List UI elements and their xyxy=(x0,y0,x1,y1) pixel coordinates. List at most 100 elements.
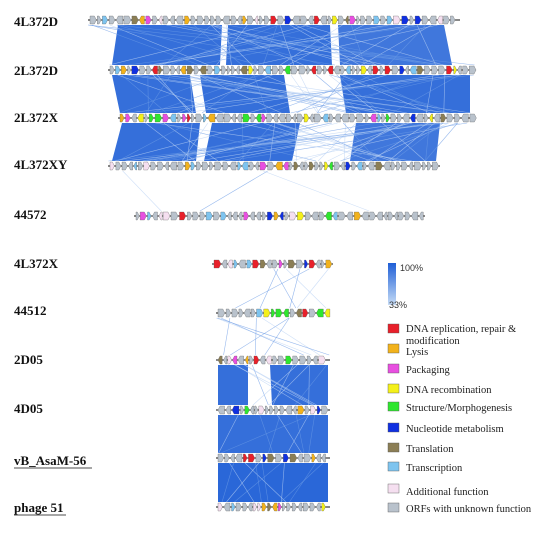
synteny-link xyxy=(259,268,279,309)
synteny-link xyxy=(234,462,282,503)
synteny-link xyxy=(220,122,413,162)
gene-arrow xyxy=(311,453,316,463)
gene-arrow xyxy=(244,405,250,415)
genome-label-2L372D: 2L372D xyxy=(14,63,58,78)
gene-arrow xyxy=(297,502,303,512)
gene-arrow xyxy=(292,113,297,123)
gene-arrow xyxy=(315,259,321,269)
gene-arrow xyxy=(390,113,397,123)
genome-track-4L372X xyxy=(212,259,333,269)
gene-arrow xyxy=(133,161,137,171)
gene-arrow xyxy=(324,161,329,171)
gene-arrow xyxy=(391,65,399,75)
gene-arrow xyxy=(364,113,370,123)
gene-arrow xyxy=(300,15,308,25)
gene-arrow xyxy=(267,453,275,463)
synteny-link xyxy=(125,122,443,162)
gene-arrow xyxy=(213,259,222,269)
gene-arrow xyxy=(346,211,353,221)
gene-arrow xyxy=(258,65,265,75)
gene-arrow xyxy=(379,65,384,75)
gene-arrow xyxy=(232,355,238,365)
gene-arrow xyxy=(257,502,261,512)
gene-arrow xyxy=(317,405,321,415)
gene-arrow xyxy=(225,405,231,415)
gene-arrow xyxy=(169,15,175,25)
gene-arrow xyxy=(217,308,225,318)
synteny-link xyxy=(295,24,377,66)
synteny-link xyxy=(387,24,426,66)
synteny-link xyxy=(255,462,262,503)
gene-arrow xyxy=(375,161,383,171)
gene-arrow xyxy=(296,259,304,269)
gene-arrow xyxy=(397,113,402,123)
gene-arrow xyxy=(131,65,139,75)
gene-arrow xyxy=(356,113,364,123)
gene-arrow xyxy=(309,113,314,123)
synteny-link xyxy=(244,462,287,503)
gene-arrow xyxy=(247,15,254,25)
gene-arrow xyxy=(175,15,184,25)
gene-arrow xyxy=(409,65,417,75)
gene-arrow xyxy=(381,113,386,123)
gene-arrow xyxy=(248,65,254,75)
synteny-link xyxy=(343,122,346,162)
gene-arrow xyxy=(240,65,248,75)
gene-arrow xyxy=(424,65,431,75)
genome-track-4D05 xyxy=(216,405,330,415)
gene-arrow xyxy=(278,113,286,123)
gene-arrow xyxy=(297,405,305,415)
gene-arrow xyxy=(373,15,380,25)
gene-arrow xyxy=(232,211,238,221)
gene-arrow xyxy=(235,502,242,512)
synteny-link xyxy=(296,268,329,309)
gene-arrow xyxy=(119,113,125,123)
synteny-link xyxy=(226,122,468,162)
gene-arrow xyxy=(260,259,266,269)
synteny-link xyxy=(254,317,257,356)
gene-arrow xyxy=(292,355,299,365)
gene-arrow xyxy=(241,161,249,171)
synteny-link xyxy=(315,74,362,114)
gene-arrow xyxy=(298,65,307,75)
gene-arrow xyxy=(399,65,405,75)
gene-arrow xyxy=(210,15,215,25)
gene-arrow xyxy=(309,161,314,171)
gene-arrow xyxy=(351,65,356,75)
genome-labels: 4L372D 2L372D 2L372X 4L372XY 44572 4L372… xyxy=(14,14,92,516)
gene-arrow xyxy=(158,211,163,221)
gene-arrow xyxy=(286,502,291,512)
gene-arrow xyxy=(164,161,169,171)
genome-track-44572 xyxy=(134,211,425,221)
gene-arrow xyxy=(97,15,102,25)
gene-arrow xyxy=(273,113,279,123)
synteny-link xyxy=(148,24,415,66)
gene-arrow xyxy=(321,453,326,463)
gene-arrow xyxy=(223,113,232,123)
synteny-link xyxy=(287,414,309,454)
synteny-link xyxy=(145,122,196,162)
gene-arrow xyxy=(457,65,462,75)
gene-arrow xyxy=(157,161,164,171)
gene-arrow xyxy=(297,453,303,463)
genome-label-4L372XY: 4L372XY xyxy=(14,157,68,172)
gene-arrow xyxy=(408,161,414,171)
synteny-link xyxy=(443,74,446,114)
gene-arrow xyxy=(125,113,131,123)
gene-arrow xyxy=(202,161,209,171)
gene-arrow xyxy=(214,65,221,75)
synteny-link xyxy=(148,74,448,114)
gene-arrow xyxy=(277,15,285,25)
gene-arrow xyxy=(393,15,401,25)
gene-arrow xyxy=(146,65,152,75)
gene-arrow xyxy=(304,161,309,171)
gene-arrow xyxy=(283,453,289,463)
gene-arrow xyxy=(363,161,367,171)
synteny-link xyxy=(150,74,261,114)
synteny-link xyxy=(269,74,375,114)
gene-arrow xyxy=(121,161,128,171)
gene-arrow xyxy=(356,15,360,25)
synteny-link xyxy=(201,74,255,114)
synteny-link xyxy=(290,74,318,114)
synteny-link xyxy=(220,414,311,454)
